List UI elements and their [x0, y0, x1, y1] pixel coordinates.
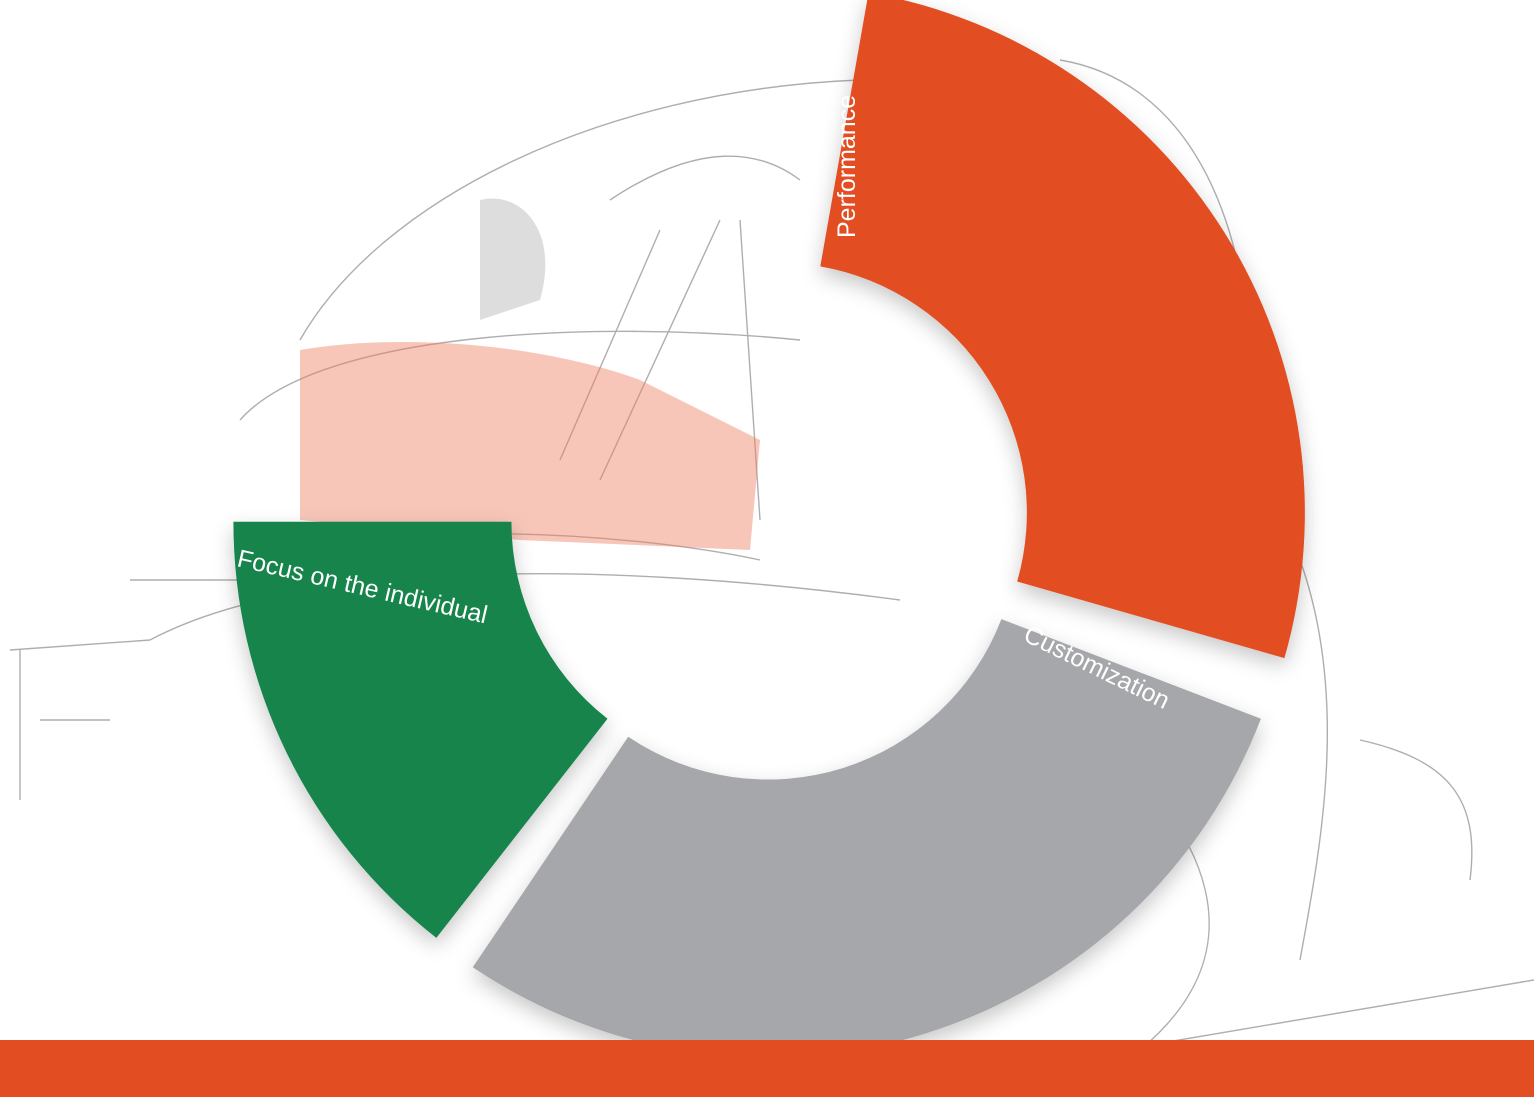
sketch-fill — [300, 341, 760, 550]
donut — [233, 0, 1305, 1058]
background-sketch — [9, 59, 1534, 1051]
footer-bar — [0, 1040, 1534, 1097]
donut-segment — [820, 0, 1305, 659]
donut-segment — [233, 521, 608, 938]
sketch-fill — [480, 198, 546, 320]
donut-segment — [472, 619, 1261, 1058]
segment-label: Performance — [833, 95, 861, 238]
